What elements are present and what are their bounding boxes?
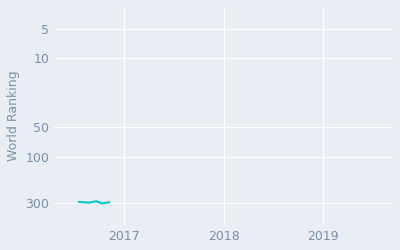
Y-axis label: World Ranking: World Ranking	[7, 71, 20, 162]
